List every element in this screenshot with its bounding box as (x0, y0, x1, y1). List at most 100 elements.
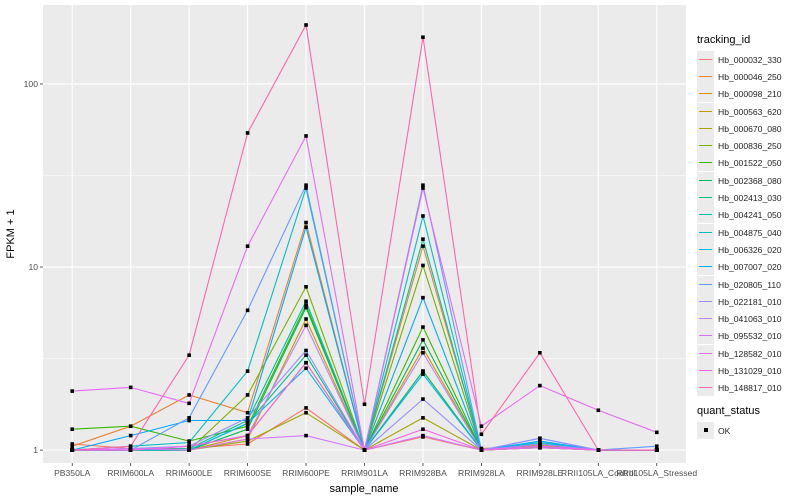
legend-key (697, 223, 714, 242)
data-point (304, 220, 308, 225)
legend-line-swatch (699, 231, 712, 233)
legend-label: Hb_001522_050 (718, 158, 782, 169)
data-point (187, 448, 191, 452)
data-point (304, 134, 308, 138)
data-point (187, 444, 191, 449)
x-tick-label: RRIM600LE (166, 468, 213, 478)
legend-label: Hb_000032_330 (718, 54, 782, 65)
data-point (479, 448, 484, 452)
legend-item: Hb_131029_010 (697, 362, 797, 380)
legend-label: Hb_002368_080 (718, 175, 782, 186)
y-tick-label: 10 (28, 262, 38, 272)
x-tick-label: RRII105LA_Stressed (616, 468, 697, 478)
legend-line-swatch (699, 318, 712, 320)
data-point (304, 323, 308, 328)
legend-label: Hb_128582_010 (718, 348, 782, 359)
data-point (421, 433, 425, 438)
data-point (421, 369, 425, 373)
data-point (245, 393, 250, 397)
data-point (304, 299, 308, 304)
legend-label: Hb_020805_110 (718, 279, 781, 290)
legend-line-swatch (699, 335, 712, 337)
legend-item: Hb_041063_010 (697, 310, 797, 329)
data-point (479, 424, 484, 429)
shape-legend-label: OK (718, 425, 731, 436)
legend-line-swatch (699, 145, 712, 147)
data-point (128, 424, 133, 429)
x-axis-ticks: PB350LA RRIM600LA RRIM600LE RRIM600SE RRIM60… (54, 463, 697, 478)
legend-key (697, 85, 714, 104)
y-tick-label: 1 (33, 445, 38, 455)
legend-line-swatch (699, 300, 712, 302)
data-point (128, 385, 133, 390)
legend-key (697, 258, 714, 277)
legend-label: Hb_095532_010 (718, 331, 782, 342)
legend-key (697, 189, 714, 208)
data-point (245, 131, 250, 135)
legend-line-swatch (699, 127, 712, 129)
data-point (70, 444, 75, 449)
data-point (187, 440, 191, 445)
data-point (245, 442, 250, 446)
x-tick-label: RRIM928LE (516, 468, 563, 478)
data-point (187, 353, 191, 357)
legend-line-swatch (699, 58, 712, 60)
legend-key (697, 154, 714, 173)
data-point (421, 237, 425, 241)
legend-item: Hb_128582_010 (697, 344, 797, 363)
legend-key (697, 50, 714, 69)
legend-key (697, 310, 714, 329)
color-legend-title: tracking_id (697, 34, 751, 46)
legend-item: Hb_095532_010 (697, 327, 797, 346)
x-tick-label: RRIM928BA (399, 468, 447, 478)
shape-legend-item: OK (697, 421, 797, 440)
data-point (304, 366, 308, 371)
x-tick-label: RRII105LA_Control (561, 468, 636, 478)
legend-line-swatch (699, 110, 712, 112)
legend-key (697, 240, 714, 259)
data-point (421, 295, 425, 300)
legend-key (697, 292, 714, 311)
legend-label: Hb_000836_250 (718, 141, 782, 152)
x-axis-title: sample_name (329, 483, 398, 495)
legend-item: Hb_007007_020 (697, 258, 797, 277)
legend-line-swatch (699, 283, 712, 285)
data-point (421, 338, 425, 342)
data-point (421, 397, 425, 401)
legend-item: Hb_004241_050 (697, 206, 797, 225)
data-point (245, 437, 250, 441)
legend-line-swatch (699, 214, 712, 216)
legend-label: Hb_002413_030 (718, 193, 782, 204)
data-point (187, 393, 191, 397)
data-points (70, 23, 659, 452)
data-point (596, 408, 601, 413)
legend-item: Hb_148817_010 (697, 379, 797, 398)
data-point (304, 23, 308, 27)
data-point (304, 353, 308, 357)
legend-key (697, 102, 714, 121)
legend-item: Hb_000098_210 (697, 85, 797, 104)
data-point (304, 225, 308, 230)
data-point (304, 360, 308, 365)
data-point (304, 406, 308, 410)
shape-legend-title: quant_status (697, 405, 760, 417)
shape-legend-key (697, 421, 714, 440)
legend-key (697, 327, 714, 346)
color-legend-items: Hb_000032_330 Hb_000046_250 Hb_000098_210 H… (697, 50, 797, 398)
legend-key (697, 171, 714, 190)
legend-label: Hb_000670_080 (718, 123, 782, 134)
legend-item: Hb_002413_030 (697, 189, 797, 208)
legend-line-swatch (699, 75, 712, 77)
legend-label: Hb_006326_020 (718, 244, 782, 255)
data-point (538, 436, 542, 441)
legend-label: Hb_000046_250 (718, 71, 782, 82)
data-point (245, 421, 250, 426)
data-point (245, 433, 250, 438)
legend-line-swatch (699, 179, 712, 181)
data-point (421, 186, 425, 190)
legend-key (697, 362, 714, 380)
data-point (128, 448, 133, 452)
legend-item: Hb_002368_080 (697, 171, 797, 190)
legend-label: Hb_000563_620 (718, 106, 782, 117)
